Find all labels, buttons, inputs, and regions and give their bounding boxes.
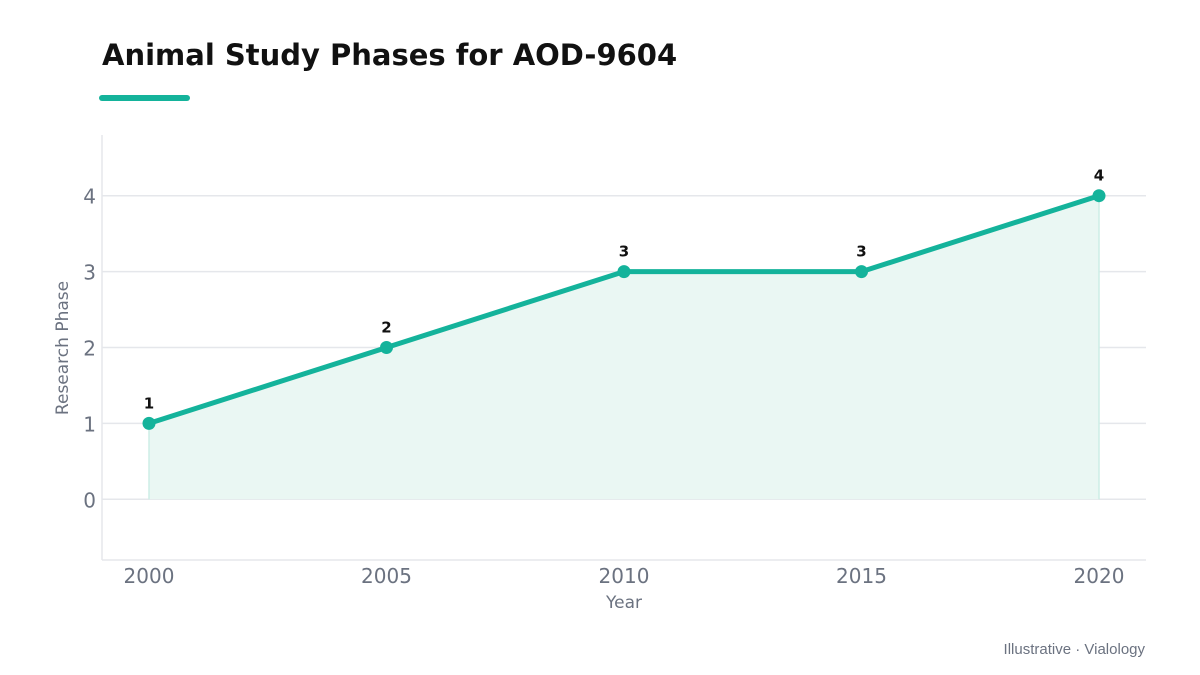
x-tick-labels: 2000 2005 2010 2015 2020 xyxy=(124,564,1125,588)
data-label-2015: 3 xyxy=(856,243,866,261)
y-tick-label-0: 0 xyxy=(83,488,96,512)
area-edge-lines xyxy=(148,195,1100,500)
series-area-fill xyxy=(149,195,1099,500)
data-point-2020 xyxy=(1092,189,1106,203)
data-point-2000 xyxy=(142,416,156,430)
x-tick-label-2010: 2010 xyxy=(599,564,650,588)
data-point-2010 xyxy=(617,265,631,279)
x-tick-label-2005: 2005 xyxy=(361,564,412,588)
data-label-2020: 4 xyxy=(1094,167,1104,185)
data-label-2005: 2 xyxy=(381,319,391,337)
data-points xyxy=(142,189,1106,430)
data-label-2000: 1 xyxy=(144,394,154,412)
axes xyxy=(101,135,1146,561)
chart-title: Animal Study Phases for AOD-9604 xyxy=(102,38,678,72)
title-accent-bar xyxy=(99,95,190,101)
y-tick-label-3: 3 xyxy=(83,261,96,285)
y-tick-label-4: 4 xyxy=(83,185,96,209)
x-tick-label-2000: 2000 xyxy=(124,564,175,588)
x-tick-label-2020: 2020 xyxy=(1074,564,1125,588)
data-point-2015 xyxy=(855,265,868,279)
y-axis-title: Research Phase xyxy=(53,281,73,415)
source-note: Illustrative · Vialology xyxy=(1003,641,1145,658)
data-labels: 1 2 3 3 4 xyxy=(144,167,1104,413)
y-tick-label-1: 1 xyxy=(83,412,96,436)
x-tick-label-2015: 2015 xyxy=(836,564,887,588)
y-tick-labels: 0 1 2 3 4 xyxy=(83,185,96,513)
y-tick-label-2: 2 xyxy=(83,337,96,361)
data-label-2010: 3 xyxy=(619,243,629,261)
data-point-2005 xyxy=(380,341,393,354)
x-axis-title: Year xyxy=(605,593,642,613)
